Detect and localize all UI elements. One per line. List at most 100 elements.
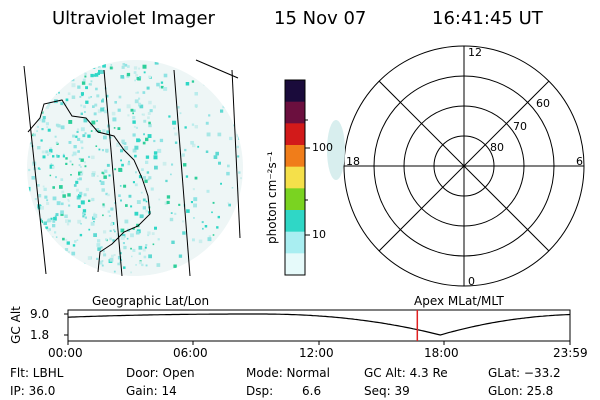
emission-pixel xyxy=(45,86,48,89)
emission-pixel xyxy=(35,249,38,251)
emission-pixel xyxy=(139,104,144,109)
emission-pixel xyxy=(46,126,49,128)
emission-pixel xyxy=(90,96,92,98)
emission-pixel xyxy=(102,129,106,133)
emission-pixel xyxy=(84,216,87,219)
emission-pixel xyxy=(127,65,130,68)
emission-pixel xyxy=(102,203,105,206)
emission-pixel xyxy=(116,143,120,147)
emission-pixel xyxy=(162,161,167,166)
emission-pixel xyxy=(113,229,115,231)
emission-pixel xyxy=(130,247,132,250)
emission-pixel xyxy=(240,202,243,206)
emission-pixel xyxy=(134,154,137,158)
emission-pixel xyxy=(104,273,107,276)
emission-pixel xyxy=(30,68,35,73)
longitude-line xyxy=(103,69,123,277)
emission-pixel xyxy=(206,132,211,137)
emission-pixel xyxy=(77,150,80,153)
altitude-curve xyxy=(67,313,571,336)
emission-pixel xyxy=(111,111,116,116)
emission-pixel xyxy=(49,147,53,150)
emission-pixel xyxy=(37,194,42,198)
emission-pixel xyxy=(60,102,64,106)
emission-pixel xyxy=(135,171,137,174)
emission-pixel xyxy=(206,189,210,193)
emission-pixel xyxy=(47,151,51,155)
emission-pixel xyxy=(52,220,56,223)
emission-pixel xyxy=(174,141,178,144)
emission-pixel xyxy=(83,118,88,123)
emission-pixel xyxy=(57,124,61,128)
emission-pixel xyxy=(100,107,105,112)
emission-pixel xyxy=(171,240,175,244)
longitude-line xyxy=(231,69,241,239)
emission-pixel xyxy=(134,211,139,216)
emission-pixel xyxy=(103,230,107,234)
emission-pixel xyxy=(120,229,123,231)
emission-pixel xyxy=(144,179,148,183)
emission-pixel xyxy=(73,145,77,149)
emission-pixel xyxy=(90,80,93,83)
emission-pixel xyxy=(92,216,96,220)
emission-pixel xyxy=(99,66,101,69)
emission-pixel xyxy=(107,210,110,213)
emission-pixel xyxy=(98,148,101,151)
emission-pixel xyxy=(45,150,49,154)
emission-pixel xyxy=(70,76,74,80)
emission-pixel xyxy=(222,233,226,236)
emission-pixel xyxy=(70,77,75,82)
emission-pixel xyxy=(47,103,50,107)
emission-pixel xyxy=(32,164,35,167)
emission-pixel xyxy=(77,205,81,208)
emission-pixel xyxy=(63,60,68,65)
emission-pixel xyxy=(36,110,41,115)
emission-pixel xyxy=(139,76,142,79)
emission-pixel xyxy=(88,199,91,202)
emission-pixel xyxy=(49,174,52,177)
emission-pixel xyxy=(44,60,48,64)
emission-pixel xyxy=(29,142,32,145)
emission-pixel xyxy=(67,72,69,75)
emission-pixel xyxy=(35,103,39,108)
emission-pixel xyxy=(147,112,151,115)
emission-pixel xyxy=(43,187,47,191)
emission-pixel xyxy=(160,81,164,84)
emission-pixel xyxy=(242,63,243,66)
emission-pixel xyxy=(198,70,202,74)
emission-pixel xyxy=(133,66,138,70)
emission-pixel xyxy=(77,85,81,89)
emission-pixel xyxy=(31,133,34,137)
emission-pixel xyxy=(41,128,44,131)
emission-pixel xyxy=(231,187,234,189)
emission-pixel xyxy=(93,233,97,237)
emission-pixel xyxy=(55,123,59,127)
emission-pixel xyxy=(117,127,121,130)
emission-pixel xyxy=(142,248,146,252)
emission-pixel xyxy=(192,261,195,265)
time-label: 16:41:45 UT xyxy=(432,8,543,29)
ip-status: IP: 36.0 xyxy=(10,384,56,398)
emission-pixel xyxy=(202,72,206,77)
emission-pixel xyxy=(205,121,209,125)
emission-pixel xyxy=(98,260,103,265)
emission-pixel xyxy=(39,61,44,66)
emission-pixel xyxy=(134,145,139,150)
emission-pixel xyxy=(85,86,88,90)
emission-pixel xyxy=(147,178,150,181)
emission-pixel xyxy=(143,255,147,259)
mlt-label-18: 18 xyxy=(346,155,360,168)
emission-pixel xyxy=(103,135,107,140)
y-tick-label: 9.0 xyxy=(30,307,50,321)
emission-pixel xyxy=(124,219,129,224)
emission-pixel xyxy=(65,70,69,75)
emission-pixel xyxy=(222,105,225,109)
emission-pixel xyxy=(85,187,89,192)
emission-pixel xyxy=(87,256,92,260)
emission-pixel xyxy=(83,262,86,265)
emission-pixel xyxy=(109,257,114,262)
emission-pixel xyxy=(93,212,96,215)
emission-pixel xyxy=(186,209,190,213)
emission-pixel xyxy=(147,231,151,235)
emission-pixel xyxy=(71,251,76,256)
